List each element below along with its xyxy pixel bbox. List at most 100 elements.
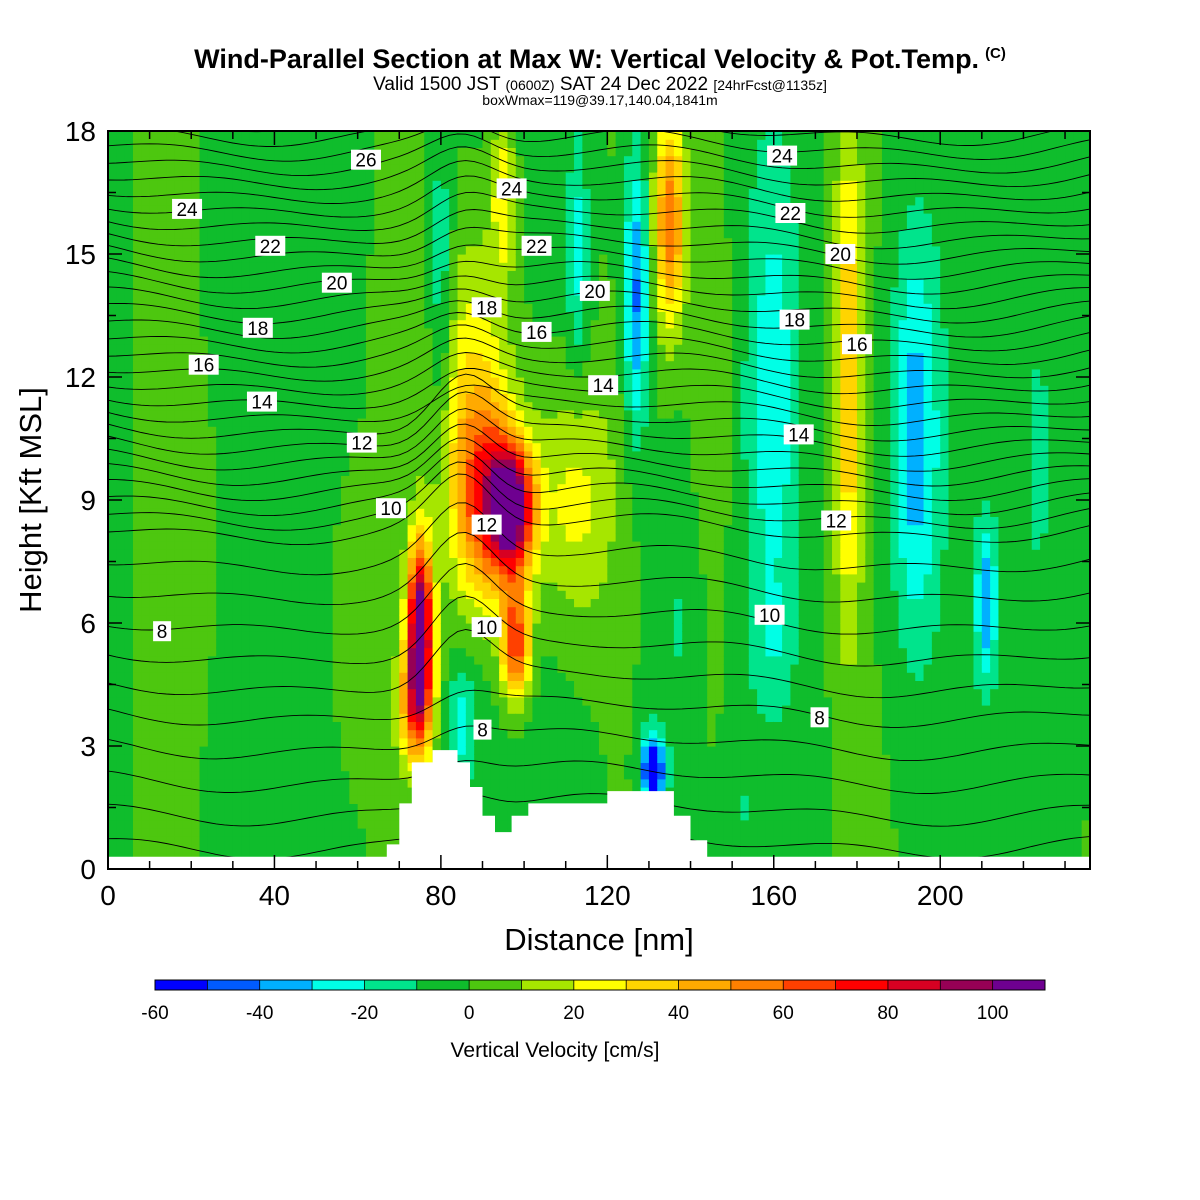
field-cell <box>149 303 159 312</box>
field-cell <box>307 844 317 854</box>
field-cell <box>282 204 292 214</box>
field-cell <box>482 196 492 206</box>
field-cell <box>299 746 309 755</box>
field-cell <box>299 713 309 722</box>
field-cell <box>291 434 300 444</box>
field-cell <box>341 672 350 681</box>
field-cell <box>474 377 484 386</box>
field-cell <box>207 614 217 624</box>
field-cell <box>515 360 525 370</box>
field-cell <box>382 696 392 706</box>
field-cell <box>266 573 276 583</box>
field-cell <box>257 713 267 722</box>
field-cell <box>390 672 400 681</box>
field-cell <box>274 582 284 591</box>
field-cell <box>199 377 209 386</box>
field-cell <box>357 729 367 739</box>
field-cell <box>182 754 192 763</box>
field-cell <box>116 303 126 312</box>
field-cell <box>341 377 350 386</box>
field-cell <box>465 163 475 173</box>
field-cell <box>440 450 450 460</box>
field-cell <box>549 664 558 673</box>
field-cell <box>332 401 342 411</box>
field-cell <box>307 352 317 362</box>
field-cell <box>399 155 409 165</box>
field-cell <box>282 737 292 747</box>
field-cell <box>307 229 317 239</box>
field-cell <box>299 705 309 714</box>
field-cell <box>191 598 201 608</box>
field-cell <box>124 172 134 181</box>
field-cell <box>474 327 484 337</box>
field-cell <box>332 303 342 312</box>
field-cell <box>390 647 400 657</box>
field-cell <box>507 787 517 796</box>
field-cell <box>524 131 534 140</box>
field-cell <box>365 254 375 263</box>
field-cell <box>257 131 267 140</box>
field-cell <box>532 295 542 304</box>
field-cell <box>282 336 292 345</box>
field-cell <box>241 844 251 854</box>
field-cell <box>274 721 284 731</box>
field-cell <box>440 631 450 640</box>
field-cell <box>424 557 434 567</box>
field-cell <box>299 729 309 739</box>
field-cell <box>291 204 300 214</box>
field-cell <box>282 286 292 296</box>
field-cell <box>291 262 300 271</box>
field-cell <box>157 491 167 501</box>
field-cell <box>182 352 192 362</box>
field-cell <box>207 713 217 722</box>
field-cell <box>349 319 359 329</box>
field-cell <box>232 721 242 731</box>
field-cell <box>266 336 276 345</box>
field-cell <box>540 606 550 616</box>
field-cell <box>316 295 325 304</box>
field-cell <box>557 245 567 255</box>
field-cell <box>257 565 267 575</box>
field-cell <box>457 385 467 394</box>
field-cell <box>440 352 450 362</box>
field-cell <box>432 139 442 148</box>
field-cell <box>490 262 500 271</box>
field-cell <box>182 139 192 148</box>
field-cell <box>282 188 292 198</box>
field-cell <box>224 450 234 460</box>
field-cell <box>474 541 484 550</box>
field-cell <box>216 286 226 296</box>
field-cell <box>307 155 317 165</box>
field-cell <box>199 688 209 698</box>
field-cell <box>524 434 534 444</box>
field-cell <box>549 680 558 690</box>
field-cell <box>108 172 117 181</box>
field-cell <box>415 393 425 403</box>
field-cell <box>299 278 309 288</box>
field-cell <box>449 163 459 173</box>
field-cell <box>507 664 517 673</box>
field-cell <box>224 770 234 780</box>
field-cell <box>282 450 292 460</box>
field-cell <box>374 787 384 796</box>
field-cell <box>490 655 500 665</box>
field-cell <box>249 245 259 255</box>
field-cell <box>157 188 167 198</box>
field-cell <box>116 467 126 476</box>
field-cell <box>216 836 226 845</box>
field-cell <box>249 172 259 181</box>
field-cell <box>274 787 284 796</box>
field-cell <box>191 549 201 558</box>
field-cell <box>457 754 467 763</box>
field-cell <box>540 360 550 370</box>
field-cell <box>390 819 400 829</box>
field-cell <box>374 196 384 206</box>
field-cell <box>216 237 226 247</box>
field-cell <box>182 442 192 452</box>
field-cell <box>507 508 517 517</box>
field-cell <box>274 590 284 599</box>
field-cell <box>282 295 292 304</box>
field-cell <box>474 705 484 714</box>
field-cell <box>149 229 159 239</box>
field-cell <box>124 409 134 419</box>
